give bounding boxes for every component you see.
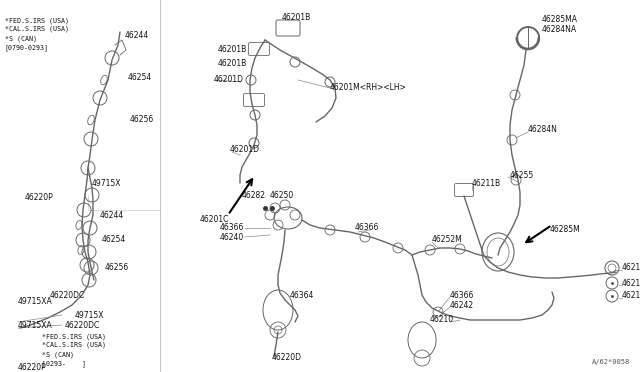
Text: 46255: 46255 (510, 170, 534, 180)
Text: 46211D: 46211D (622, 292, 640, 301)
Text: 46244: 46244 (125, 31, 149, 39)
Text: 46366: 46366 (450, 291, 474, 299)
Text: 49715X: 49715X (75, 311, 104, 320)
Text: [0790-0293]: [0790-0293] (5, 44, 49, 51)
Text: *CAL.S.IRS (USA): *CAL.S.IRS (USA) (5, 26, 69, 32)
Text: 46201D: 46201D (214, 76, 244, 84)
Text: 46201C: 46201C (200, 215, 229, 224)
Text: *S (CAN): *S (CAN) (42, 351, 74, 357)
Text: 46220D: 46220D (272, 353, 302, 362)
Text: 46240: 46240 (220, 232, 244, 241)
Text: 46201D: 46201D (230, 145, 260, 154)
Text: 46282: 46282 (242, 190, 266, 199)
Text: *FED.S.IRS (USA): *FED.S.IRS (USA) (5, 17, 69, 23)
Text: *CAL.S.IRS (USA): *CAL.S.IRS (USA) (42, 342, 106, 349)
Text: 46220P: 46220P (18, 363, 47, 372)
Text: 46254: 46254 (128, 74, 152, 83)
Text: A/62*0058: A/62*0058 (592, 359, 630, 365)
Text: 46254: 46254 (102, 235, 126, 244)
Text: 46250: 46250 (270, 190, 294, 199)
Text: 46285M: 46285M (550, 225, 580, 234)
Text: 46211B: 46211B (472, 179, 501, 187)
Text: 46284N: 46284N (528, 125, 558, 135)
Text: 46201B: 46201B (218, 58, 247, 67)
Text: 46285MA: 46285MA (542, 16, 578, 25)
Text: 46201M<RH><LH>: 46201M<RH><LH> (330, 83, 407, 93)
Text: 46211D: 46211D (622, 279, 640, 288)
Text: [0293-    ]: [0293- ] (42, 360, 86, 367)
Text: 46220P: 46220P (25, 192, 54, 202)
Text: 46201B: 46201B (218, 45, 247, 55)
Text: 46256: 46256 (105, 263, 129, 273)
Text: 46242: 46242 (450, 301, 474, 310)
Text: 46284NA: 46284NA (542, 26, 577, 35)
Text: 46201B: 46201B (282, 13, 311, 22)
Text: 46256: 46256 (130, 115, 154, 125)
Text: *S (CAN): *S (CAN) (5, 35, 37, 42)
Text: 46244: 46244 (100, 211, 124, 219)
Text: 49715XA: 49715XA (18, 298, 52, 307)
Text: 49715XA: 49715XA (18, 321, 52, 330)
Text: 46366: 46366 (220, 224, 244, 232)
Text: 46220DC: 46220DC (65, 321, 100, 330)
Text: *FED.S.IRS (USA): *FED.S.IRS (USA) (42, 333, 106, 340)
Text: 49715X: 49715X (92, 179, 122, 187)
Text: 46211C: 46211C (622, 263, 640, 273)
Text: 46364: 46364 (290, 291, 314, 299)
Text: 46366: 46366 (355, 224, 380, 232)
Text: 46220DC: 46220DC (50, 291, 85, 299)
Text: 46210: 46210 (430, 315, 454, 324)
Text: 46252M: 46252M (432, 235, 463, 244)
